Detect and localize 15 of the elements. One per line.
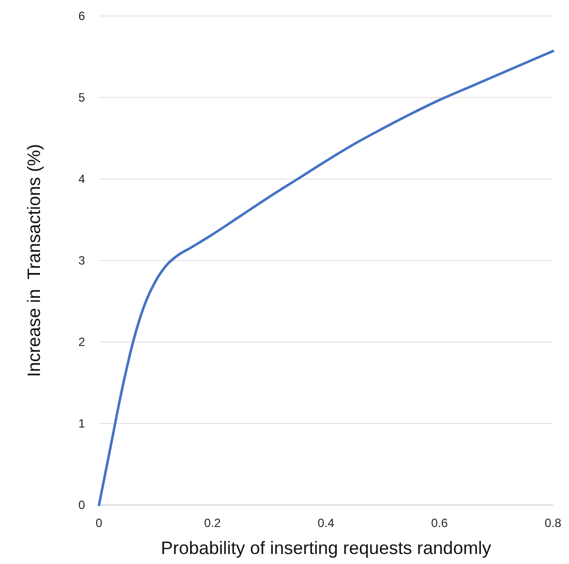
y-axis-title: Increase in Transactions (%): [24, 144, 44, 378]
y-tick-label: 2: [78, 335, 86, 350]
y-tick-label: 4: [78, 172, 86, 186]
y-tick-label: 0: [78, 498, 86, 512]
x-axis-title: Probability of inserting requests randomly: [160, 538, 492, 558]
y-tick-label: 3: [78, 254, 86, 268]
x-tick-label: 0.4: [318, 516, 335, 530]
x-tick-label: 0: [96, 516, 103, 530]
x-tick-label: 0.8: [544, 516, 562, 530]
x-tick-label: 0.6: [431, 516, 448, 530]
x-tick-label: 0.2: [204, 516, 222, 530]
line-series: [98, 50, 554, 506]
y-tick-label: 5: [78, 90, 86, 105]
y-tick-label: 6: [78, 9, 86, 24]
y-tick-label: 1: [78, 416, 86, 431]
